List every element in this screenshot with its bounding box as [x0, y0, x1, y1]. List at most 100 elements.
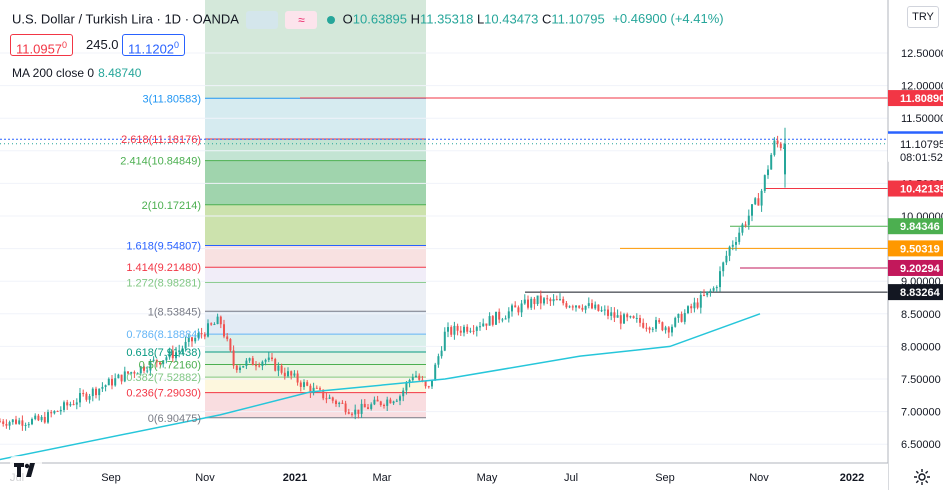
- candle-body: [203, 334, 206, 337]
- fib-level-label: 0(6.90475): [148, 413, 201, 425]
- candle-body: [56, 410, 59, 412]
- candle-body: [232, 350, 235, 366]
- candle-body: [616, 315, 619, 318]
- price-line-badge[interactable]: [888, 180, 943, 197]
- candle-body: [24, 424, 27, 426]
- candle-body: [79, 393, 81, 403]
- candle-body: [738, 232, 741, 242]
- interval[interactable]: 1D: [164, 11, 182, 27]
- candle-body: [251, 358, 254, 366]
- tradingview-logo-icon[interactable]: [10, 456, 42, 482]
- candle-body: [607, 309, 609, 316]
- candle-body: [479, 326, 481, 328]
- candle-body: [501, 319, 504, 321]
- candle-body: [75, 402, 78, 405]
- candle-body: [280, 365, 283, 373]
- price-tick-label: 8.50000: [901, 309, 941, 321]
- price-line-badge-label: 9.20294: [900, 263, 941, 275]
- currency-button[interactable]: TRY: [907, 6, 939, 28]
- candle-body: [59, 409, 62, 412]
- sell-button[interactable]: 11.09570: [10, 34, 74, 56]
- candle-body: [495, 311, 497, 325]
- candle-body: [568, 306, 571, 308]
- fib-zone-band: [205, 364, 426, 378]
- candle-body: [306, 382, 309, 386]
- candle-body: [239, 367, 241, 371]
- fib-level-label: 2.414(10.84849): [120, 156, 201, 168]
- candle-body: [130, 372, 133, 374]
- price-tick-label: 6.50000: [901, 439, 941, 451]
- candle-body: [725, 255, 728, 263]
- candle-body: [482, 323, 485, 327]
- candle-body: [107, 378, 110, 386]
- candle-body: [210, 323, 213, 325]
- candle-body: [415, 375, 417, 378]
- candle-body: [459, 330, 462, 333]
- candle-body: [431, 380, 433, 387]
- time-tick-label: 2021: [283, 472, 307, 484]
- candle-body: [287, 371, 289, 377]
- buy-price-sup: 0: [174, 40, 180, 50]
- candle-body: [245, 360, 248, 366]
- candle-body: [498, 311, 501, 320]
- ma-legend[interactable]: MA 200 close 0 8.48740: [12, 66, 141, 80]
- ma-label: MA 200 close 0: [12, 66, 95, 80]
- symbol-title[interactable]: U.S. Dollar / Turkish Lira: [12, 11, 153, 27]
- price-line-badge[interactable]: [888, 284, 943, 301]
- candle-body: [591, 303, 593, 309]
- candle-body: [152, 359, 155, 361]
- candle-body: [651, 328, 654, 330]
- open-value: 10.63895: [352, 11, 408, 27]
- candle-body: [226, 336, 229, 340]
- candle-body: [565, 303, 568, 308]
- candle-body: [299, 382, 302, 387]
- candle-body: [18, 420, 21, 424]
- candle-body: [117, 374, 120, 379]
- candle-body: [235, 365, 238, 371]
- indicator-icon[interactable]: ≈: [285, 11, 318, 29]
- candle-body: [303, 382, 305, 387]
- candle-body: [760, 190, 763, 206]
- candle-body: [411, 377, 414, 381]
- candle-body: [360, 403, 363, 414]
- candle-body: [0, 421, 1, 423]
- last-price-label: 11.10795: [900, 139, 943, 151]
- ma-value: 8.48740: [98, 66, 142, 80]
- price-line-badge[interactable]: [888, 240, 943, 257]
- change-value: +0.46900 (+4.41%): [612, 11, 724, 27]
- candle-body: [767, 169, 769, 176]
- candle-body: [127, 371, 129, 374]
- settings-gear-icon[interactable]: [913, 468, 931, 486]
- candle-body: [11, 419, 14, 423]
- candle-body: [392, 401, 395, 404]
- candle-body: [405, 382, 408, 391]
- candle-body: [600, 310, 603, 312]
- last-price-badge[interactable]: [888, 133, 943, 162]
- buy-button[interactable]: 11.12020: [122, 34, 186, 57]
- candle-body: [383, 405, 385, 407]
- candle-body: [187, 337, 190, 342]
- candle-body: [2, 421, 5, 424]
- price-line-badge[interactable]: [888, 90, 943, 107]
- price-line-badge-label: 10.42135: [900, 184, 943, 196]
- candle-body: [731, 244, 734, 247]
- candle-body: [626, 314, 629, 318]
- fib-zone-band: [205, 282, 426, 312]
- price-line-badge[interactable]: [888, 218, 943, 235]
- candle-body: [639, 317, 641, 323]
- price-line-badge[interactable]: [888, 259, 943, 276]
- candle-body: [680, 313, 683, 322]
- fib-level-label: 2(10.17214): [142, 200, 201, 212]
- candle-body: [354, 409, 357, 415]
- candle-body: [136, 373, 139, 375]
- candle-body: [427, 386, 430, 388]
- time-tick-label: May: [477, 472, 498, 484]
- candle-body: [197, 333, 200, 338]
- fib-zone-band: [205, 392, 426, 418]
- countdown-label: 08:01:52: [900, 152, 943, 164]
- candle-body: [162, 360, 165, 365]
- hide-icon[interactable]: [245, 11, 278, 29]
- buy-price: 11.1202: [128, 41, 175, 57]
- candle-body: [271, 357, 273, 359]
